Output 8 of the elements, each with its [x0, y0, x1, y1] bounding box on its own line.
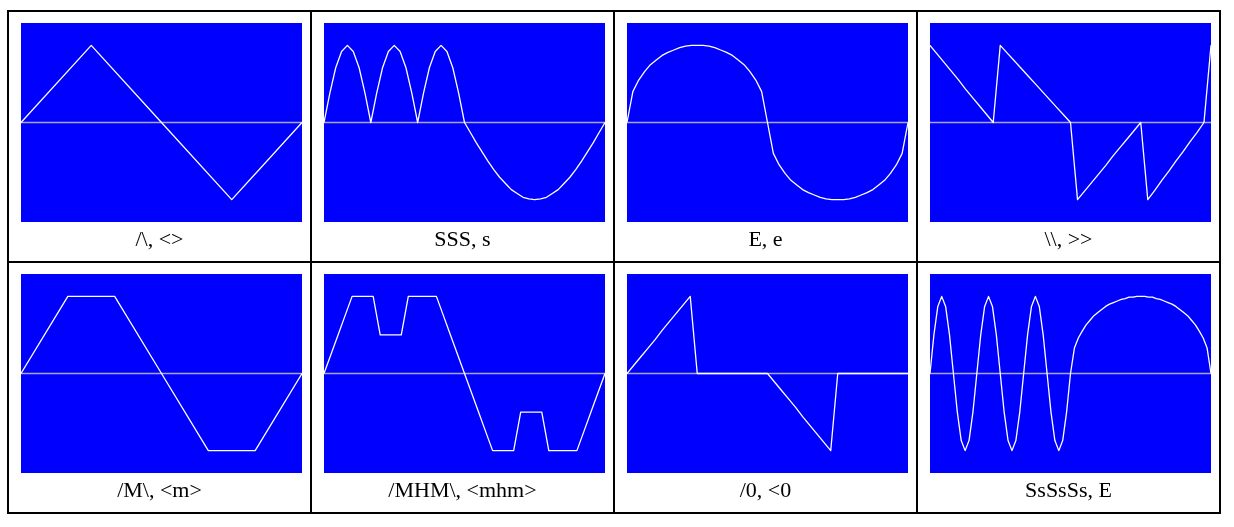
text: /\, <> — [134, 226, 185, 252]
text: /M\, <m> — [116, 477, 203, 503]
text: SSS, s — [433, 226, 492, 252]
text: /0, <0 — [738, 477, 793, 503]
text: E, e — [747, 226, 784, 252]
text: /MHM\, <mhm> — [387, 477, 538, 503]
text: \\, >> — [1043, 226, 1094, 252]
text: SsSsSs, E — [1024, 477, 1113, 503]
